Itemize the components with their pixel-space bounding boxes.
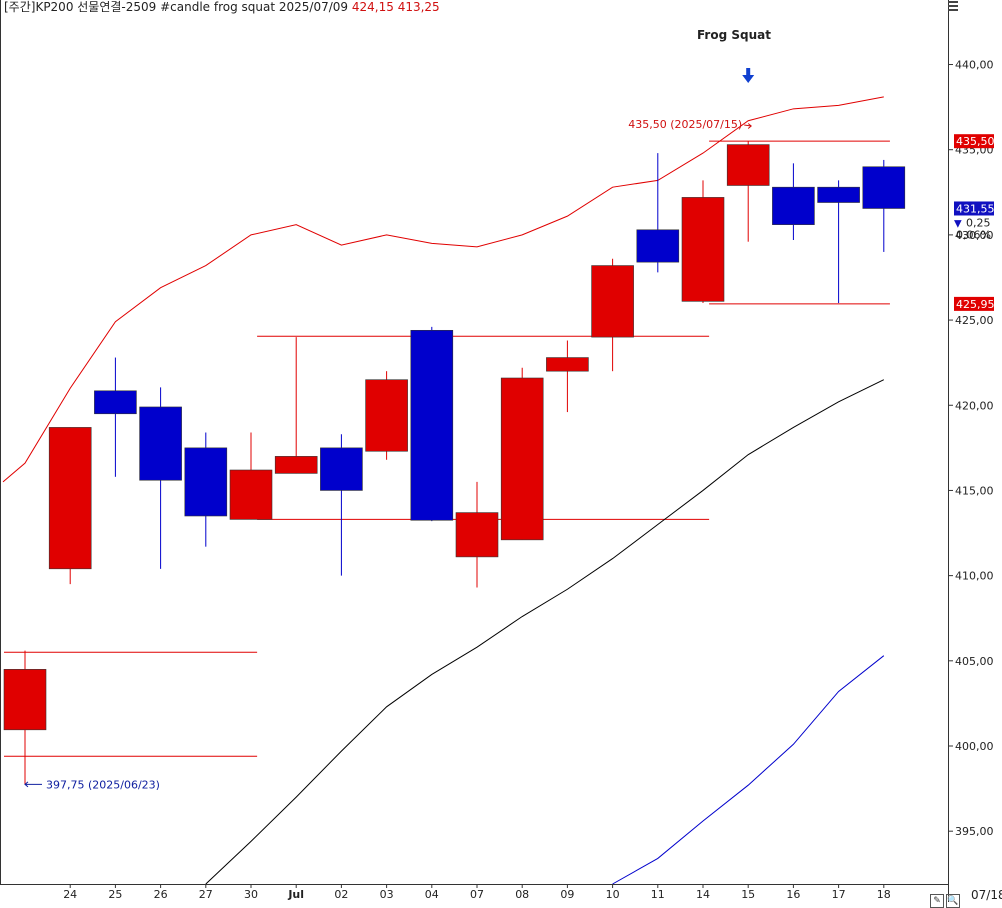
time-tick-label: 11 [651,888,665,901]
chart-header: [주간]KP200 선물연결-2509 #candle frog squat 2… [4,0,440,14]
candle-body [726,144,770,186]
candle-body [274,456,318,474]
candle [817,180,860,304]
candle [48,427,92,585]
candle-body [591,265,634,338]
price-tick-label: 440,00 [955,59,994,72]
candle [500,367,544,541]
low-price-label: 397,75 (2025/06/23) [46,778,160,791]
time-tick-label: 15 [741,888,755,901]
candle-body [546,357,589,372]
menu-icon[interactable] [948,0,958,13]
candle [455,481,499,588]
candle-body [772,186,815,225]
bottom-toolbar: ✎ 🔍 [930,888,962,908]
time-tick-label: 18 [877,888,891,901]
time-tick-label: 04 [425,888,439,901]
price-tick-label: 400,00 [955,740,994,753]
time-tick-label: 07 [470,888,484,901]
price-tick-label: 420,00 [955,399,994,412]
candle-body [410,329,454,521]
time-tick-label: 14 [696,888,710,901]
candle-body [229,469,273,520]
candle-body [455,512,499,558]
time-tick-label: 03 [380,888,394,901]
frog-squat-arrow [742,68,755,83]
candle-body [365,379,408,452]
high-price-label: 435,50 (2025/07/15) [628,118,742,131]
candle [365,371,408,460]
candle-body [862,166,906,209]
high-price-arrow [744,123,752,129]
candle-body [320,447,363,491]
time-tick-label: 30 [244,888,258,901]
price-tick-label: 395,00 [955,825,994,838]
moving-average-black [205,379,885,885]
candle [726,141,770,242]
change-percent: 0,06% [956,228,991,241]
time-tick-label: 16 [786,888,800,901]
change-symbol: ▼ [954,218,962,229]
price-tick-label: 415,00 [955,484,994,497]
time-tick-label: Jul [287,888,304,901]
candle [410,326,454,522]
price-tick-label: 410,00 [955,570,994,583]
candle [772,163,815,240]
candle-body [48,427,92,570]
candle [229,432,273,520]
candle [184,432,228,547]
low-price-tag-bg [954,296,994,311]
moving-average-blue [612,655,885,885]
time-tick-label: 17 [832,888,846,901]
price-tick-label: 405,00 [955,655,994,668]
time-tick-label: 10 [606,888,620,901]
change-value: 0,25 [966,216,991,229]
candle-body [184,447,228,517]
candle [3,650,47,785]
candle [681,180,725,304]
price-tick-label: 430,00 [955,229,994,242]
zoom-icon[interactable]: 🔍 [946,894,960,908]
candle [94,357,137,477]
low-price-tag: 425,95 [956,298,995,311]
candle-body [3,669,47,731]
time-tick-label: 26 [154,888,168,901]
current-price-tag: 431,55 [956,202,995,215]
time-tick-label: 27 [199,888,213,901]
candle [546,340,589,413]
time-tick-label: 08 [515,888,529,901]
candle [862,159,906,252]
chart-title: [주간]KP200 선물연결-2509 #candle frog squat 2… [4,0,349,14]
frog-squat-title: Frog Squat [697,28,771,42]
current-date-label: 07/18 [971,888,1002,902]
candle [636,153,680,273]
candle-body [817,186,860,203]
ohlc-values: 424,15 413,25 [351,0,440,14]
low-price-arrow [24,781,42,788]
candle-body [636,229,680,263]
candle-body [681,197,725,302]
candle [320,434,363,576]
candle-body [139,406,182,481]
time-tick-label: 02 [334,888,348,901]
upper-band-line [2,96,884,483]
high-price-tag: 435,50 [956,135,995,148]
high-price-tag-bg [954,134,994,149]
candle [139,387,182,569]
time-tick-label: 25 [108,888,122,901]
candle [274,337,318,474]
draw-icon[interactable]: ✎ [930,894,944,908]
time-tick-label: 09 [560,888,574,901]
price-tick-label: 425,00 [955,314,994,327]
candle-body [500,377,544,541]
candle [591,258,634,372]
time-tick-label: 24 [63,888,77,901]
candle-body [94,390,137,415]
current-price-tag-bg [954,201,994,216]
